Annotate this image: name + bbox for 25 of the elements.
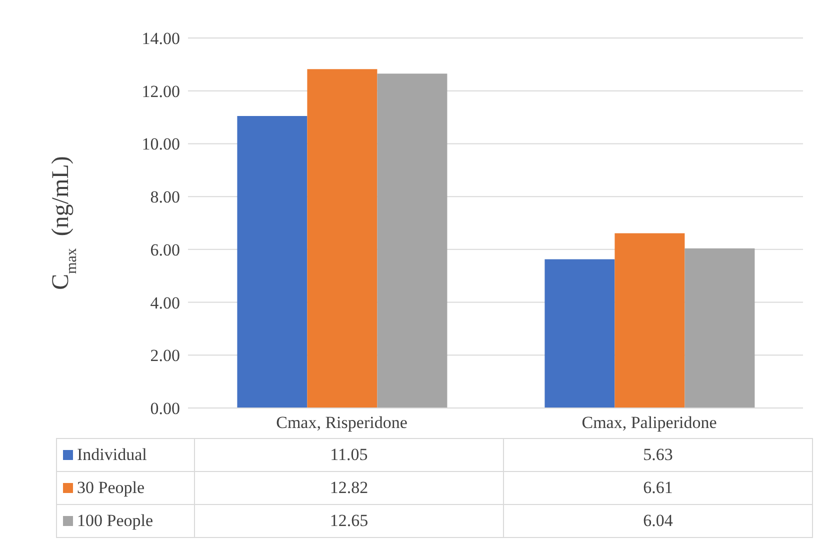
data-label: 5.63 (503, 438, 812, 472)
data-label: 6.61 (503, 472, 812, 504)
legend-label: 30 People (56, 472, 194, 504)
data-label: 12.65 (194, 504, 504, 538)
y-tick-label: 2.00 (150, 346, 180, 366)
y-tick-label: 10.00 (142, 134, 180, 154)
x-tick-label: Cmax, Risperidone (276, 413, 408, 432)
bar (544, 259, 615, 408)
y-tick-label: 6.00 (150, 240, 180, 260)
data-label: 12.82 (194, 472, 504, 504)
y-tick-label: 8.00 (150, 188, 180, 207)
legend-label: 100 People (56, 504, 194, 538)
y-tick-label: 4.00 (150, 293, 180, 312)
data-label: 6.04 (503, 504, 812, 538)
legend-label: Individual (56, 438, 194, 472)
data-label: 11.05 (194, 438, 504, 472)
y-tick-label: 12.00 (142, 82, 180, 101)
bar (684, 248, 755, 408)
bar (377, 74, 448, 408)
x-tick-label: Cmax, Paliperidone (582, 413, 717, 432)
y-tick-label: 0.00 (150, 399, 180, 418)
bar (307, 69, 378, 408)
bar (237, 116, 308, 408)
bar (614, 233, 685, 408)
y-tick-label: 14.00 (142, 29, 180, 48)
